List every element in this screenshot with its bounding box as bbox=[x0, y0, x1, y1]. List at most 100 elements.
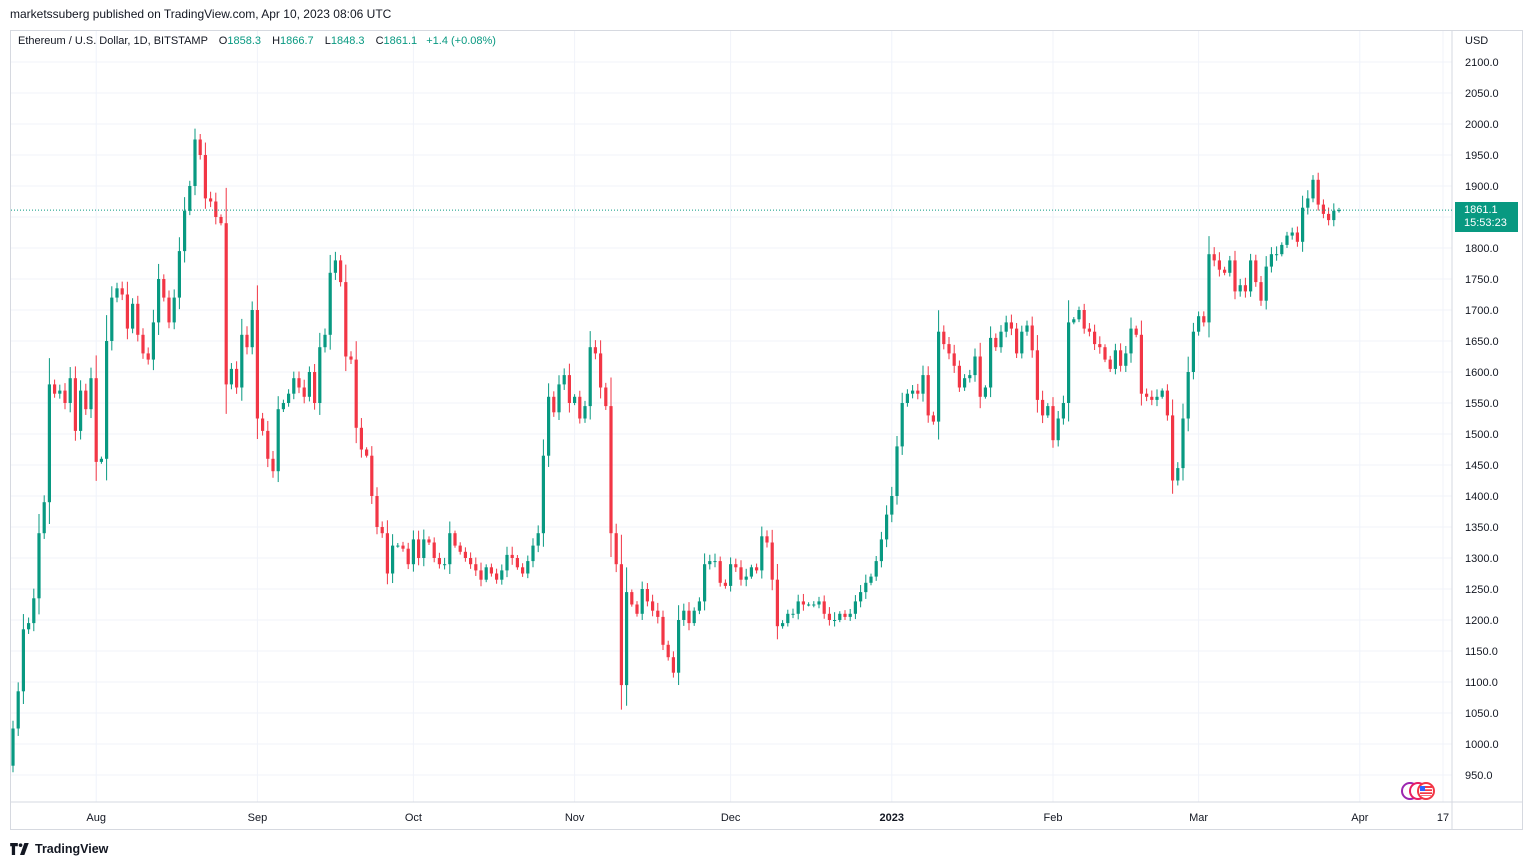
candle-body bbox=[37, 533, 41, 599]
footer-brand-text: TradingView bbox=[35, 842, 109, 856]
candle-body bbox=[115, 288, 119, 298]
candle-body bbox=[47, 384, 51, 503]
candle-body bbox=[989, 337, 993, 388]
candle-body bbox=[235, 368, 239, 388]
x-tick-label: 2023 bbox=[880, 812, 904, 824]
candle-body bbox=[723, 582, 727, 586]
candle-body bbox=[1316, 179, 1320, 205]
candle-body bbox=[427, 539, 431, 543]
candle-body bbox=[749, 567, 753, 577]
y-tick-label: 1450.0 bbox=[1465, 460, 1499, 472]
candle-body bbox=[786, 613, 790, 624]
candle-body bbox=[879, 539, 883, 562]
y-tick-label: 1900.0 bbox=[1465, 181, 1499, 193]
candle-body bbox=[58, 390, 62, 394]
legend-high-value: 1866.7 bbox=[280, 35, 314, 47]
candle-body bbox=[302, 387, 306, 397]
candle-body bbox=[500, 570, 504, 580]
candle-body bbox=[1145, 393, 1149, 397]
candle-body bbox=[1306, 198, 1310, 208]
y-tick-label: 1400.0 bbox=[1465, 491, 1499, 503]
candle-body bbox=[916, 390, 920, 394]
candle-body bbox=[1181, 418, 1185, 469]
candle-body bbox=[588, 347, 592, 407]
candle-body bbox=[604, 387, 608, 407]
candle-body bbox=[328, 272, 332, 335]
candle-body bbox=[385, 533, 389, 574]
candle-body bbox=[978, 356, 982, 397]
candle-body bbox=[422, 539, 426, 558]
candle-body bbox=[1098, 344, 1102, 348]
candle-body bbox=[16, 691, 20, 729]
candle-body bbox=[931, 415, 935, 422]
candle-body bbox=[333, 260, 337, 273]
candle-body bbox=[141, 334, 145, 354]
candle-body bbox=[323, 334, 327, 348]
candle-body bbox=[177, 251, 181, 298]
y-tick-label: 2050.0 bbox=[1465, 88, 1499, 100]
candle-body bbox=[729, 564, 733, 586]
candle-body bbox=[952, 353, 956, 366]
candle-body bbox=[640, 589, 644, 614]
candle-body bbox=[900, 403, 904, 447]
candle-body bbox=[807, 604, 811, 606]
candle-body bbox=[718, 561, 722, 583]
candle-body bbox=[1311, 179, 1315, 199]
candle-body bbox=[209, 198, 213, 202]
x-tick-label: Nov bbox=[565, 812, 585, 824]
candle-body bbox=[593, 347, 597, 354]
candle-body bbox=[401, 545, 405, 549]
candle-body bbox=[885, 514, 889, 540]
candle-body bbox=[1186, 372, 1190, 419]
candle-body bbox=[609, 406, 613, 534]
candle-body bbox=[1259, 282, 1263, 301]
candles bbox=[11, 128, 1341, 773]
footer-brand[interactable]: TradingView bbox=[10, 842, 108, 856]
candle-body bbox=[895, 446, 899, 496]
candle-body bbox=[1129, 328, 1133, 354]
candle-body bbox=[765, 536, 769, 543]
candle-body bbox=[859, 592, 863, 602]
candle-body bbox=[963, 378, 967, 388]
candle-body bbox=[692, 610, 696, 624]
candle-body bbox=[755, 567, 759, 571]
candle-body bbox=[229, 368, 233, 385]
candle-body bbox=[599, 353, 603, 388]
candle-body bbox=[1067, 322, 1071, 403]
candle-body bbox=[1254, 260, 1258, 283]
candle-body bbox=[411, 539, 415, 565]
candle-body bbox=[354, 359, 358, 428]
y-tick-label: 1950.0 bbox=[1465, 150, 1499, 162]
candle-body bbox=[713, 561, 717, 563]
candle-body bbox=[281, 403, 285, 410]
candle-body bbox=[677, 620, 681, 673]
candle-body bbox=[1280, 244, 1284, 255]
y-tick-label: 1550.0 bbox=[1465, 398, 1499, 410]
candle-body bbox=[619, 564, 623, 686]
candle-body bbox=[1223, 269, 1227, 273]
candle-body bbox=[921, 375, 925, 394]
candle-body bbox=[105, 341, 109, 459]
candle-body bbox=[703, 564, 707, 602]
candle-body bbox=[890, 496, 894, 515]
candle-body bbox=[999, 331, 1003, 348]
candle-body bbox=[193, 139, 197, 186]
y-tick-label: 1000.0 bbox=[1465, 739, 1499, 751]
candle-body bbox=[1171, 415, 1175, 481]
candle-body bbox=[417, 539, 421, 558]
candle-body bbox=[443, 564, 447, 566]
candle-body bbox=[973, 356, 977, 376]
x-tick-label: Dec bbox=[721, 812, 741, 824]
y-tick-label: 1350.0 bbox=[1465, 522, 1499, 534]
economic-events-icon[interactable] bbox=[1400, 781, 1440, 801]
candle-body bbox=[99, 458, 103, 462]
candle-body bbox=[822, 601, 826, 614]
candle-body bbox=[1113, 350, 1117, 369]
grid-lines bbox=[11, 31, 1452, 802]
candle-body bbox=[219, 217, 223, 224]
candle-body bbox=[536, 533, 540, 546]
candle-body bbox=[531, 545, 535, 562]
legend-change: +1.4 (+0.08%) bbox=[426, 35, 496, 47]
chart-frame[interactable] bbox=[10, 30, 1523, 830]
